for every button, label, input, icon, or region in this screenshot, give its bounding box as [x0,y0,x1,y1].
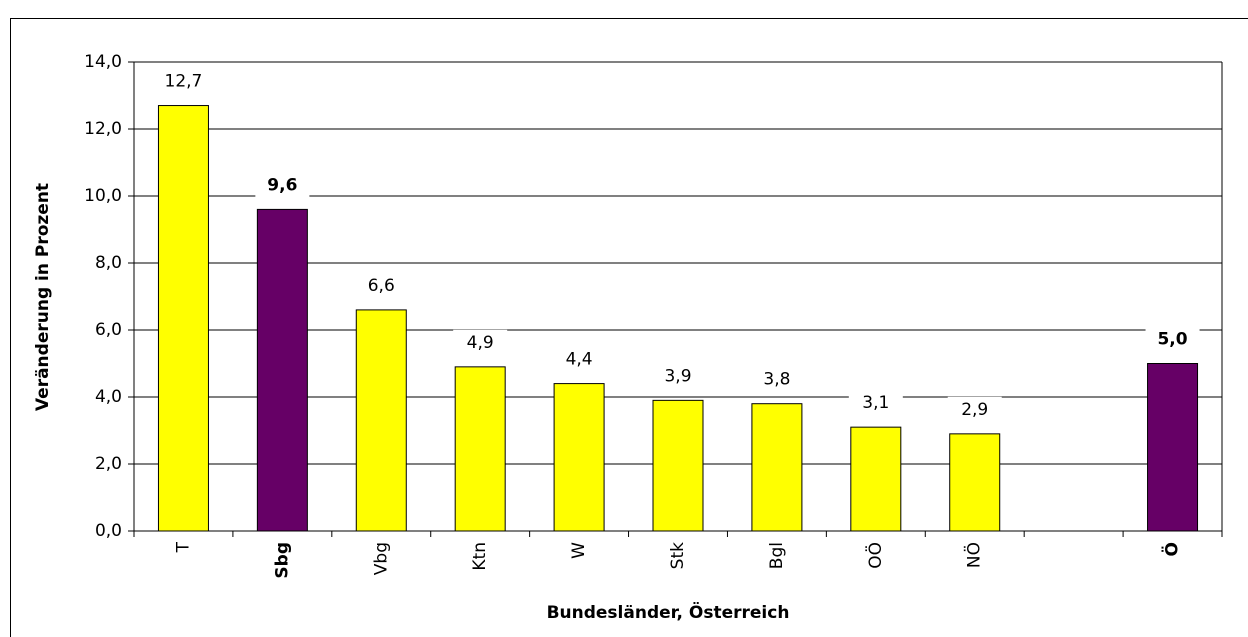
bar [850,426,902,532]
data-label-bg [1145,326,1200,353]
y-tick-label: 6,0 [95,320,122,340]
data-label: 4,9 [467,333,494,353]
y-tick-label: 12,0 [84,119,122,139]
data-label: 3,8 [763,370,790,390]
data-label: 2,9 [961,400,988,420]
data-label: 3,9 [664,366,691,386]
x-tick-label: OÖ [864,542,886,569]
x-tick-label: W [569,542,589,559]
data-label-bg [453,329,508,356]
y-tick-label: 14,0 [84,52,122,72]
data-label-bg [552,346,607,373]
y-tick-label: 10,0 [84,186,122,206]
bar [157,105,209,532]
data-label: 3,1 [862,393,889,413]
data-label: 12,7 [165,72,203,92]
bar [751,403,803,532]
y-tick-label: 8,0 [95,253,122,273]
bar [256,208,308,532]
data-label: 5,0 [1157,330,1187,350]
bar [652,399,704,532]
x-tick-label: Bgl [767,542,787,569]
x-tick-label: NÖ [963,542,985,568]
data-label-bg [848,390,903,417]
x-tick-label: Sbg [272,542,292,579]
data-label-bg [651,363,705,390]
data-label: 6,6 [368,276,395,296]
data-label: 9,6 [267,175,297,195]
data-label-bg [354,272,409,299]
x-tick-label: Ktn [470,542,490,571]
bar [553,383,605,532]
bar [355,309,407,532]
x-tick-label: Ö [1161,542,1183,556]
data-label-bg [255,172,310,199]
data-label: 4,4 [566,350,593,370]
bar [1147,363,1199,532]
bar [454,366,506,532]
data-label-bg [749,366,804,393]
x-tick-label: T [173,541,193,553]
y-axis-title: Veränderung in Prozent [33,183,53,411]
y-tick-label: 0,0 [95,521,122,541]
x-tick-label: Stk [668,542,688,569]
data-label-bg [156,68,211,95]
y-tick-label: 4,0 [95,387,122,407]
data-label-bg [947,396,1002,423]
x-axis-title: Bundesländer, Österreich [547,601,790,623]
bar [949,433,1001,532]
y-tick-label: 2,0 [95,454,122,474]
x-tick-label: Vbg [371,542,391,575]
